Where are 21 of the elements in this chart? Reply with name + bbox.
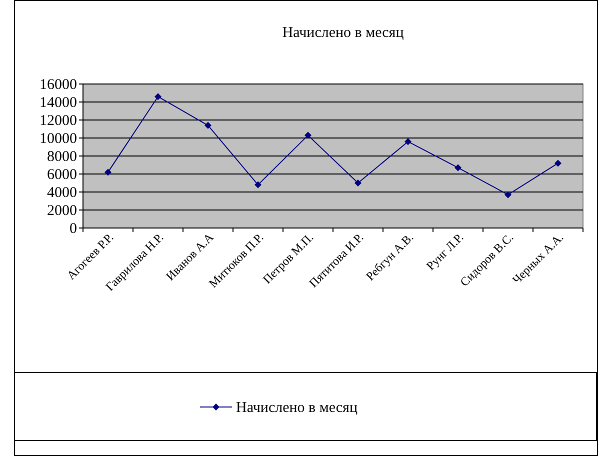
point [154, 93, 162, 100]
point [454, 164, 462, 172]
y-tick-label: 6000 [47, 167, 77, 183]
point [404, 138, 412, 146]
point [554, 160, 562, 167]
point [504, 191, 512, 198]
y-tick-label: 8000 [47, 149, 77, 165]
y-tick-label: 2000 [47, 203, 77, 219]
point [354, 180, 362, 186]
y-tick-label: 14000 [40, 95, 77, 111]
y-tick-label: 4000 [47, 185, 77, 201]
point [304, 132, 312, 139]
point [104, 168, 112, 176]
point [254, 181, 262, 188]
chart-title: Начислено в месяц [282, 25, 404, 41]
point [204, 122, 212, 129]
legend-label: Начислено в месяц [236, 400, 358, 416]
y-tick-label: 10000 [40, 131, 77, 147]
y-tick-label: 12000 [40, 113, 77, 129]
y-tick-label: 0 [70, 221, 77, 237]
y-tick-label: 16000 [40, 77, 77, 93]
